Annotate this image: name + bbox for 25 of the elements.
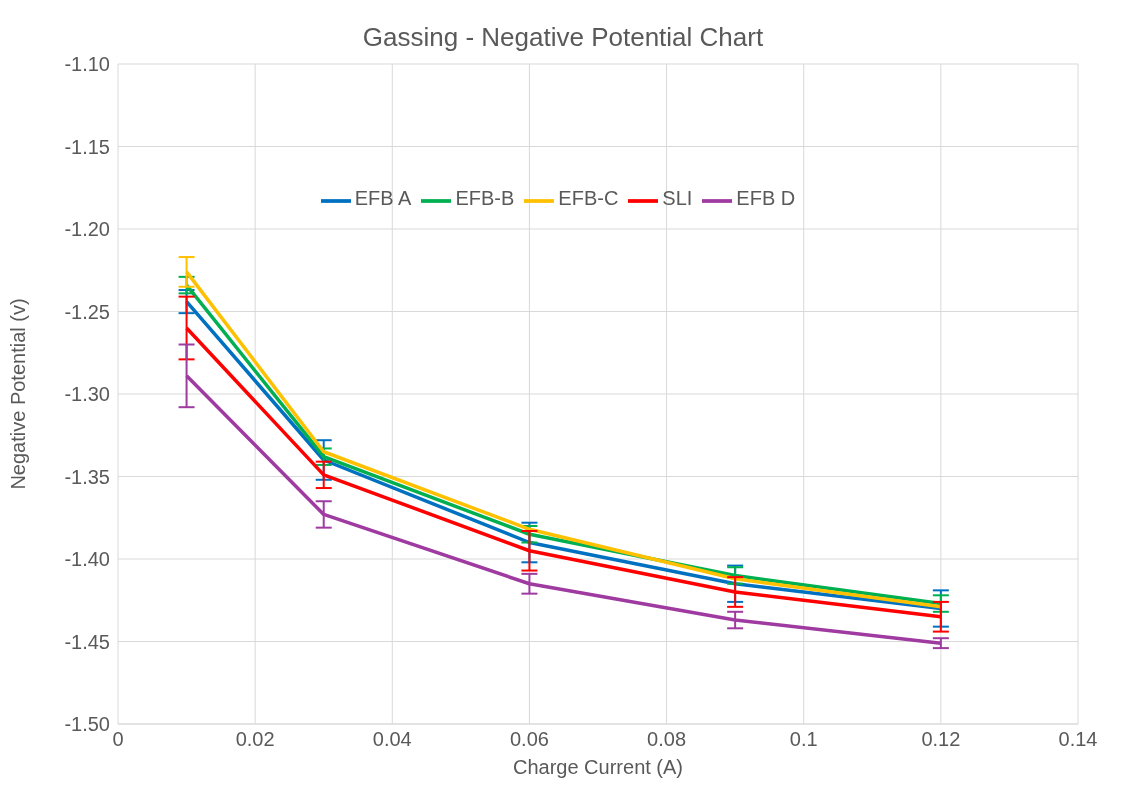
- y-tick-label: -1.30: [64, 383, 110, 406]
- x-tick-label: 0.04: [372, 728, 412, 751]
- x-tick-label: 0.14: [1058, 728, 1098, 751]
- x-tick-label: 0.12: [921, 728, 961, 751]
- y-tick-label: -1.15: [64, 135, 110, 158]
- y-tick-label: -1.50: [64, 713, 110, 736]
- legend-label: SLI: [662, 187, 693, 210]
- x-tick-label: 0.1: [789, 728, 818, 751]
- x-tick-label: 0.06: [509, 728, 549, 751]
- chart-title: Gassing - Negative Potential Chart: [362, 22, 764, 52]
- x-tick-label: 0.02: [235, 728, 275, 751]
- legend-label: EFB A: [354, 187, 412, 210]
- y-axis-title: Negative Potential (v): [7, 298, 30, 490]
- legend-label: EFB D: [736, 187, 796, 210]
- y-tick-label: -1.25: [64, 300, 110, 323]
- x-axis-title: Charge Current (A): [512, 756, 684, 778]
- y-tick-label: -1.10: [64, 53, 110, 76]
- y-tick-label: -1.45: [64, 630, 110, 653]
- y-tick-label: -1.35: [64, 465, 110, 488]
- legend-label: EFB-C: [558, 187, 619, 210]
- y-tick-label: -1.40: [64, 548, 110, 571]
- x-tick-label: 0: [112, 728, 124, 751]
- legend-label: EFB-B: [455, 187, 515, 210]
- x-tick-label: 0.08: [647, 728, 687, 751]
- y-tick-label: -1.20: [64, 218, 110, 241]
